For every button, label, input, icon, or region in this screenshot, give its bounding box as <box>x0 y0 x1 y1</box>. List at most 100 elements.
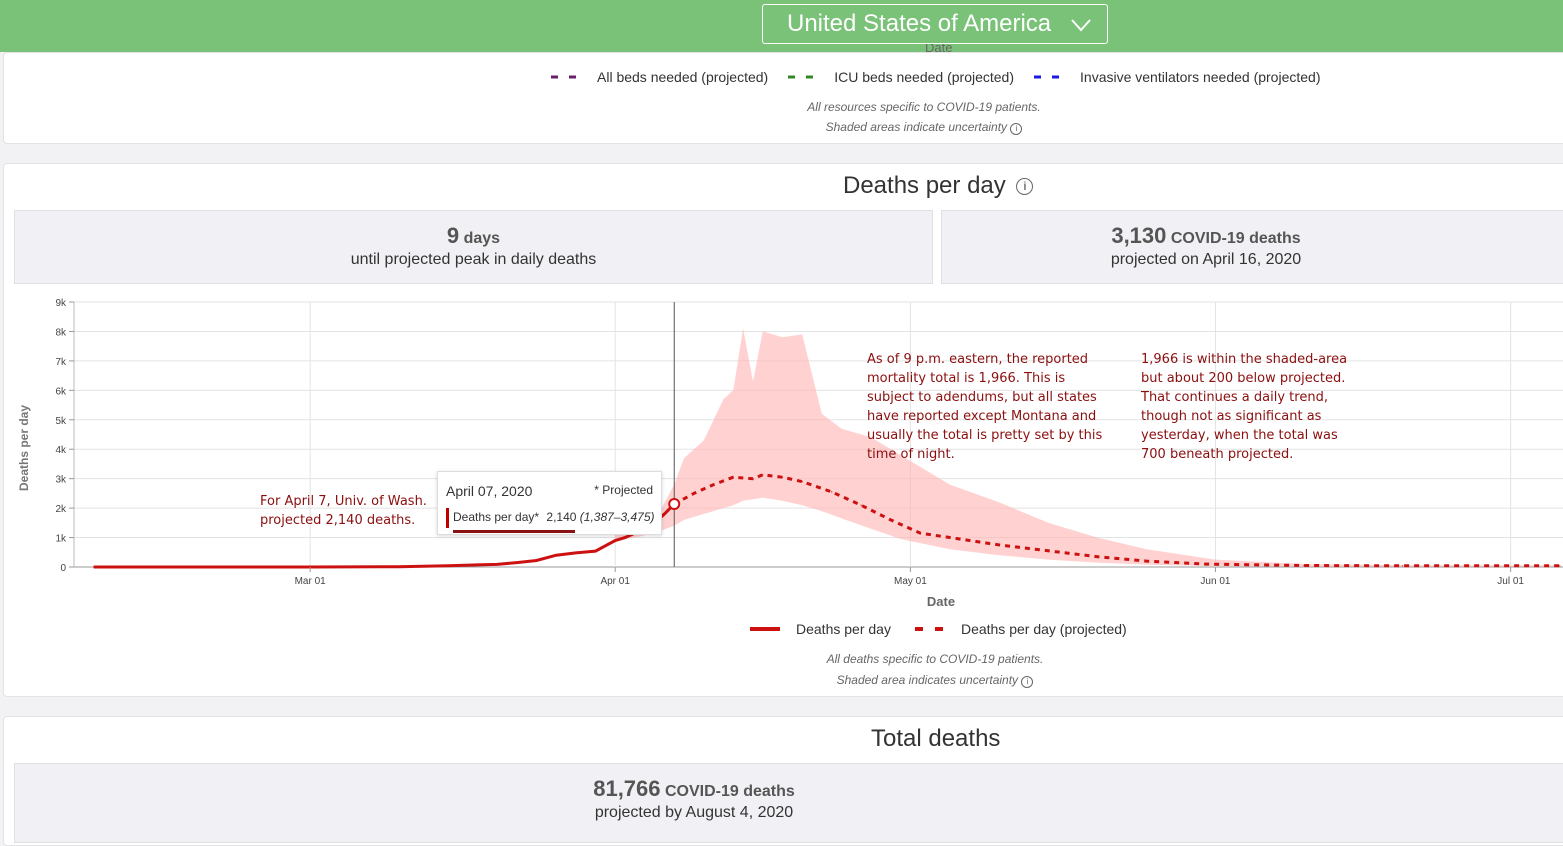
resources-legend: All beds needed (projected) ICU beds nee… <box>551 69 1340 85</box>
legend-dash-icon <box>551 75 585 79</box>
data-point <box>919 532 921 534</box>
resources-note: All resources specific to COVID-19 patie… <box>807 100 1041 114</box>
data-point <box>476 564 478 566</box>
data-point <box>831 491 833 493</box>
deaths-chart[interactable]: 0 1k 2k 3k 4k 5k 6k 7k 8k 9k Mar 01 Apr 01 May 01 Ju… <box>0 290 1563 610</box>
x-axis-label: Date <box>927 594 955 609</box>
legend-label: ICU beds needed (projected) <box>834 69 1015 85</box>
info-icon[interactable]: i <box>1021 676 1034 688</box>
total-deaths-value: 81,766 <box>593 776 661 801</box>
data-point <box>516 562 518 564</box>
annotation-line: time of night. <box>867 447 955 462</box>
data-point <box>998 544 1000 546</box>
x-tick-label: Mar 01 <box>295 576 327 587</box>
data-point <box>535 559 538 562</box>
tooltip-underline <box>453 530 575 533</box>
tooltip-value-line: Deaths per day* 2,140 (1,387–3,475) <box>453 510 655 524</box>
annotation-line: usually the total is pretty set by this <box>867 428 1103 443</box>
tooltip-date: April 07, 2020 <box>446 483 533 499</box>
data-point <box>1096 556 1098 558</box>
legend-label: Deaths per day (projected) <box>960 621 1127 637</box>
uncertainty-area <box>615 328 1560 567</box>
data-point <box>663 513 666 515</box>
data-point <box>860 504 862 506</box>
legend-dash-icon <box>914 627 949 631</box>
data-point <box>1047 550 1049 552</box>
y-tick-label: 5k <box>55 416 67 427</box>
legend-deaths-per-day[interactable]: Deaths per day <box>750 621 891 637</box>
data-point <box>93 566 95 568</box>
data-point <box>398 566 400 568</box>
data-point <box>555 554 557 556</box>
y-tick-label: 9k <box>55 298 67 309</box>
y-tick-label: 6k <box>55 386 67 397</box>
data-point <box>959 538 961 540</box>
data-point <box>1303 564 1305 567</box>
country-select[interactable]: United States of America <box>762 4 1108 44</box>
x-tick-label: Apr 01 <box>600 576 630 587</box>
peak-deaths-value: 3,130 <box>1111 223 1167 248</box>
deaths-title-text: Deaths per day <box>843 172 1006 199</box>
peak-deaths-caption: projected on April 16, 2020 <box>1110 251 1302 268</box>
data-point <box>1401 565 1403 567</box>
annotation-line: 700 beneath projected. <box>1141 447 1294 462</box>
data-point <box>781 476 784 478</box>
data-point <box>693 492 695 494</box>
uncertainty-note-text: Shaded area indicates uncertainty <box>836 673 1019 687</box>
chart-tooltip: April 07, 2020 * Projected Deaths per da… <box>437 471 662 535</box>
legend-icu-beds[interactable]: ICU beds needed (projected) <box>788 69 1014 85</box>
y-tick-label: 7k <box>55 357 67 368</box>
data-point <box>575 552 577 554</box>
tooltip-series-name: Deaths per day* <box>453 510 540 524</box>
highlight-marker <box>668 497 681 510</box>
data-point <box>732 476 734 478</box>
legend-all-beds[interactable]: All beds needed (projected) <box>551 69 768 85</box>
data-point <box>211 566 213 568</box>
annotation-middle: As of 9 p.m. eastern, the reported morta… <box>867 350 1102 464</box>
x-tick-label: Jul 01 <box>1497 576 1524 587</box>
y-tick-label: 1k <box>55 534 67 545</box>
resources-uncertainty-note: Shaded areas indicate uncertainty i <box>704 120 1144 135</box>
uncertainty-band <box>615 328 1560 567</box>
y-tick-label: 0 <box>60 563 66 574</box>
legend-ventilators[interactable]: Invasive ventilators needed (projected) <box>1034 69 1320 85</box>
y-tick-label: 8k <box>55 327 67 338</box>
legend-label: All beds needed (projected) <box>597 69 769 85</box>
annotation-line: have reported except Montana and <box>867 409 1097 424</box>
peak-deaths-unit: COVID-19 deaths <box>1170 230 1301 247</box>
legend-label: Invasive ventilators needed (projected) <box>1080 69 1321 85</box>
data-point <box>447 565 449 567</box>
peak-days-value: 9 <box>446 223 460 248</box>
total-deaths-unit: COVID-19 deaths <box>664 783 795 800</box>
uncertainty-note-text: Shaded areas indicate uncertainty <box>825 120 1008 134</box>
tooltip-projected-note: * Projected <box>594 483 653 497</box>
peak-days-unit: days <box>463 230 501 247</box>
peak-days-box: 9 days until projected peak in daily dea… <box>14 210 933 284</box>
data-point <box>752 478 754 480</box>
data-point <box>890 519 892 521</box>
peak-days-caption: until projected peak in daily deaths <box>350 251 597 268</box>
data-point <box>801 481 803 483</box>
data-point <box>594 550 597 552</box>
info-icon[interactable]: i <box>1016 178 1034 195</box>
annotation-line: That continues a daily trend, <box>1141 390 1328 405</box>
y-tick-label: 2k <box>55 504 67 515</box>
info-icon[interactable]: i <box>1010 123 1023 135</box>
chevron-down-icon <box>1071 19 1091 32</box>
data-point <box>614 539 616 542</box>
annotation-line: For April 7, Univ. of Wash. <box>260 494 427 509</box>
chart-grid <box>73 301 1563 568</box>
data-point <box>496 563 498 566</box>
deaths-legend: Deaths per day Deaths per day (projected… <box>750 621 1147 637</box>
total-deaths-caption: projected by August 4, 2020 <box>594 804 794 821</box>
y-tick-label: 3k <box>55 475 67 486</box>
tooltip-value: 2,140 <box>546 510 577 524</box>
legend-label: Deaths per day <box>796 621 891 637</box>
legend-deaths-projected[interactable]: Deaths per day (projected) <box>914 621 1127 637</box>
resources-card: All beds needed (projected) ICU beds nee… <box>3 52 1563 144</box>
data-point <box>762 474 764 476</box>
total-deaths-box: 81,766 COVID-19 deaths projected by Augu… <box>14 763 1563 843</box>
legend-dash-icon <box>1034 75 1069 79</box>
total-deaths-title: Total deaths <box>871 725 1001 752</box>
x-axis-ticks: Mar 01 Apr 01 May 01 Jun 01 Jul 01 <box>295 567 1524 587</box>
